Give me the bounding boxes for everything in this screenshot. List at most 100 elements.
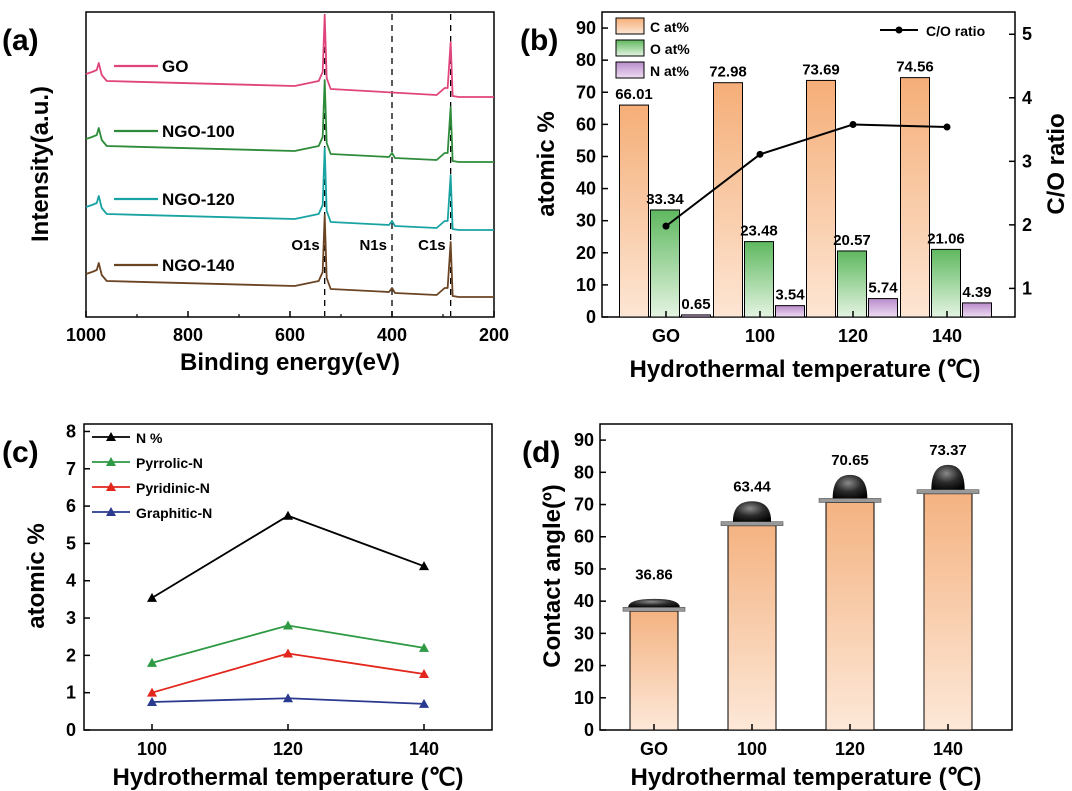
co-ratio-point xyxy=(662,222,670,230)
data-point xyxy=(147,687,157,697)
y-tick-label: 30 xyxy=(574,623,594,643)
y-tick-label: 60 xyxy=(576,114,596,134)
y2-tick-label: 4 xyxy=(1022,88,1032,108)
spectrum-ngo100 xyxy=(85,79,494,163)
x-tick-label: 200 xyxy=(479,325,509,345)
data-point xyxy=(419,698,429,708)
y-axis-title-b: atomic % xyxy=(533,111,560,216)
panel-label-b: (b) xyxy=(520,24,558,57)
x-tick-label: 120 xyxy=(835,739,865,759)
reference-lines-a: O1s N1s C1s xyxy=(291,14,452,316)
data-point xyxy=(147,697,157,707)
y-tick-label: 60 xyxy=(574,527,594,547)
y-tick-label: 4 xyxy=(66,571,76,591)
spectrum-label: NGO-140 xyxy=(162,256,235,275)
data-point xyxy=(147,592,157,602)
y-tick-label: 0 xyxy=(584,720,594,740)
bar-value-label: 33.34 xyxy=(646,191,684,208)
bar-contact-angle-100 xyxy=(727,525,777,731)
legend-line-marker xyxy=(895,26,903,34)
y-tick-label: 20 xyxy=(574,656,594,676)
y2-tick-label: 5 xyxy=(1022,24,1032,44)
x-ticks-a: 1000 800 600 400 200 xyxy=(66,311,509,345)
y2-tick-label: 2 xyxy=(1022,215,1032,235)
spectrum-label: NGO-120 xyxy=(162,190,235,209)
panel-a-xps-survey: 1000 800 600 400 200 O1s N1s C1s GO NGO-100 NGO-… xyxy=(27,11,509,376)
water-droplet xyxy=(732,501,772,522)
x-tick-label: 140 xyxy=(409,739,439,759)
y-tick-label: 0 xyxy=(66,720,76,740)
panel-c-nitrogen-species: 0 1 2 3 4 5 6 7 8 100 120 140 N % Pyrrolic-N Pyridin… xyxy=(23,421,493,791)
legend-marker xyxy=(106,457,116,466)
legend-label: Pyridinic-N xyxy=(136,480,210,496)
spectrum-label: GO xyxy=(162,57,188,76)
bar-value-label: 63.44 xyxy=(733,478,771,495)
y2-tick-label: 1 xyxy=(1022,278,1032,298)
legend-label: Graphitic-N xyxy=(136,505,212,521)
x-tick-label: GO xyxy=(640,739,668,759)
y-tick-label: 40 xyxy=(576,179,596,199)
x-axis-title-a: Binding energy(eV) xyxy=(180,349,400,376)
legend-label: C at% xyxy=(650,19,689,35)
data-point xyxy=(419,561,429,571)
plot-frame-a xyxy=(85,11,495,318)
reference-line-label: N1s xyxy=(359,237,387,254)
bar-c-GO xyxy=(619,104,649,318)
y-tick-label: 5 xyxy=(66,533,76,553)
x-tick-label: 1000 xyxy=(66,325,106,345)
y2-axis-title-b: C/O ratio xyxy=(1043,113,1070,214)
y-tick-label: 6 xyxy=(66,496,76,516)
bar-value-label: 74.56 xyxy=(896,59,934,76)
x-ticks-c: 100 120 140 xyxy=(137,724,439,759)
x-axis-title-b: Hydrothermal temperature (℃) xyxy=(629,356,980,383)
bar-n-100 xyxy=(775,305,805,318)
bar-o-140 xyxy=(931,248,961,318)
x-tick-label: 140 xyxy=(933,739,963,759)
data-point xyxy=(419,642,429,652)
legend-swatch xyxy=(615,39,645,57)
line-n- xyxy=(151,514,425,599)
x-tick-label: 140 xyxy=(932,326,962,346)
bar-value-label: 73.69 xyxy=(802,61,840,78)
data-point xyxy=(283,510,293,520)
x-tick-label: 120 xyxy=(273,739,303,759)
spectrum-ngo140 xyxy=(85,214,494,298)
y-tick-label: 50 xyxy=(576,146,596,166)
bar-contact-angle-GO xyxy=(629,610,679,731)
spectra-a: GO NGO-100 NGO-120 NGO-140 xyxy=(85,14,494,298)
co-ratio-point xyxy=(943,123,951,131)
legend-label: O at% xyxy=(650,41,690,57)
spectrum-go xyxy=(85,14,494,98)
y2-ticks-b: 1 2 3 4 5 xyxy=(1009,24,1032,298)
x-axis-title-c: Hydrothermal temperature (℃) xyxy=(112,764,463,791)
y-tick-label: 8 xyxy=(66,421,76,441)
y-axis-title-d: Contact angle(º) xyxy=(539,484,566,667)
spectrum-ngo120 xyxy=(85,147,494,231)
data-point xyxy=(419,669,429,679)
x-tick-label: GO xyxy=(652,326,680,346)
spectrum-label: NGO-100 xyxy=(162,122,235,141)
legend-label: N at% xyxy=(650,63,689,79)
y-tick-label: 90 xyxy=(576,18,596,38)
plot-frame-d xyxy=(599,423,1013,731)
bar-value-label: 0.65 xyxy=(681,296,710,313)
legend-label: N % xyxy=(136,430,163,446)
legend-b: C at% O at% N at% C/O ratio xyxy=(615,17,985,79)
substrate xyxy=(622,606,686,612)
y-tick-label: 20 xyxy=(576,243,596,263)
x-tick-label: 100 xyxy=(737,739,767,759)
bar-c-140 xyxy=(900,77,930,318)
substrate xyxy=(818,498,882,503)
bar-n-120 xyxy=(868,298,898,318)
lines-c xyxy=(147,510,429,708)
reference-line-label: C1s xyxy=(418,237,446,254)
y-tick-label: 3 xyxy=(66,608,76,628)
bar-value-label: 73.37 xyxy=(929,442,967,459)
data-point xyxy=(283,648,293,658)
bar-value-label: 36.86 xyxy=(635,566,673,583)
y-tick-label: 50 xyxy=(574,559,594,579)
bar-value-label: 23.48 xyxy=(740,223,778,240)
bars-b: 66.01 33.34 0.65 72.98 23.48 3.54 73.69 20.57 5.… xyxy=(615,59,992,318)
bar-value-label: 72.98 xyxy=(709,64,747,81)
